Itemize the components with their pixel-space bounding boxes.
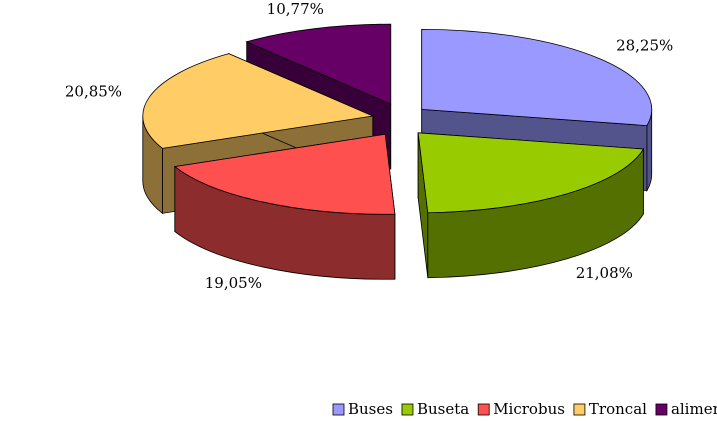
legend-label: Troncal: [589, 400, 647, 418]
slice-top: [142, 53, 375, 149]
legend-swatch: [573, 403, 586, 416]
legend-swatch: [401, 403, 414, 416]
data-label: 10,77%: [267, 0, 324, 18]
data-label: 19,05%: [205, 274, 262, 292]
slice-top: [417, 132, 645, 214]
legend-swatch: [332, 403, 345, 416]
slice-top: [421, 28, 653, 127]
slice: [417, 132, 645, 279]
legend-label: Buses: [348, 400, 393, 418]
data-label: 28,25%: [616, 36, 673, 54]
slice-top: [245, 23, 392, 105]
legend-swatch: [477, 403, 490, 416]
legend-label: Microbus: [493, 400, 565, 418]
data-label: 20,85%: [65, 82, 122, 100]
legend-swatch: [655, 403, 668, 416]
legend-label: alimentadores: [671, 400, 717, 418]
data-label: 21,08%: [576, 264, 633, 282]
legend-label: Buseta: [417, 400, 469, 418]
slice: [173, 133, 396, 280]
slice-top: [173, 133, 396, 215]
